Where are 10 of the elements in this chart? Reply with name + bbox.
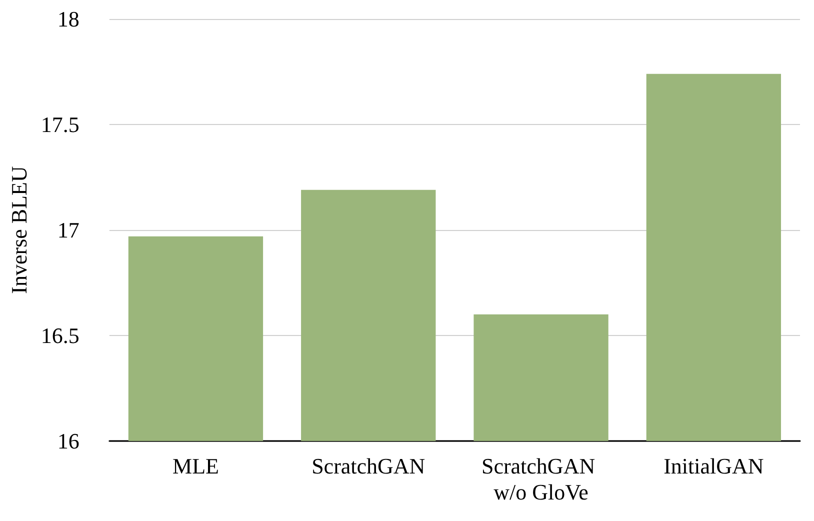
y-tick-label: 16.5 [40,323,80,348]
x-tick-label: MLE [172,454,219,478]
x-tick-label: ScratchGAN w/o GloVe [481,454,601,504]
y-tick-label: 17 [57,218,80,242]
y-tick-label: 16 [57,428,80,454]
x-tick-label: ScratchGAN [312,454,426,478]
y-axis-title: Inverse BLEU [6,166,32,294]
y-tick-label: 17.5 [40,112,80,137]
y-tick-label: 18 [57,6,80,32]
x-tick-label: InitialGAN [664,454,764,478]
